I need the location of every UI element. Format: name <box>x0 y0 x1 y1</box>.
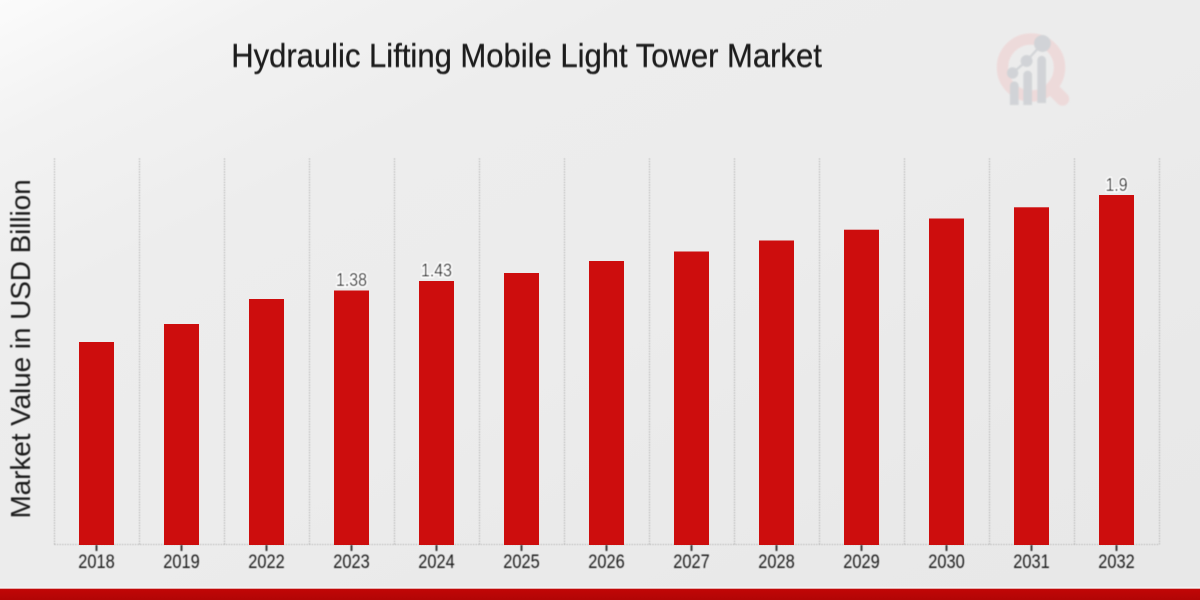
svg-text:2025: 2025 <box>503 551 539 573</box>
svg-text:2032: 2032 <box>1098 551 1134 573</box>
svg-text:2026: 2026 <box>588 551 624 573</box>
svg-text:Hydraulic Lifting Mobile Light: Hydraulic Lifting Mobile Light Tower Mar… <box>231 37 822 74</box>
svg-text:2030: 2030 <box>928 551 964 573</box>
svg-text:1.38: 1.38 <box>336 269 367 290</box>
svg-text:2018: 2018 <box>78 551 114 573</box>
svg-text:2031: 2031 <box>1013 551 1049 573</box>
svg-text:2019: 2019 <box>163 551 199 573</box>
svg-text:2023: 2023 <box>333 551 369 573</box>
svg-text:Market Value in USD Billion: Market Value in USD Billion <box>5 179 36 518</box>
svg-text:1.43: 1.43 <box>421 260 452 281</box>
svg-text:2029: 2029 <box>843 551 879 573</box>
svg-text:2024: 2024 <box>418 551 454 573</box>
svg-text:2027: 2027 <box>673 551 709 573</box>
svg-text:2022: 2022 <box>248 551 284 573</box>
svg-text:1.9: 1.9 <box>1105 174 1127 195</box>
svg-text:2028: 2028 <box>758 551 794 573</box>
